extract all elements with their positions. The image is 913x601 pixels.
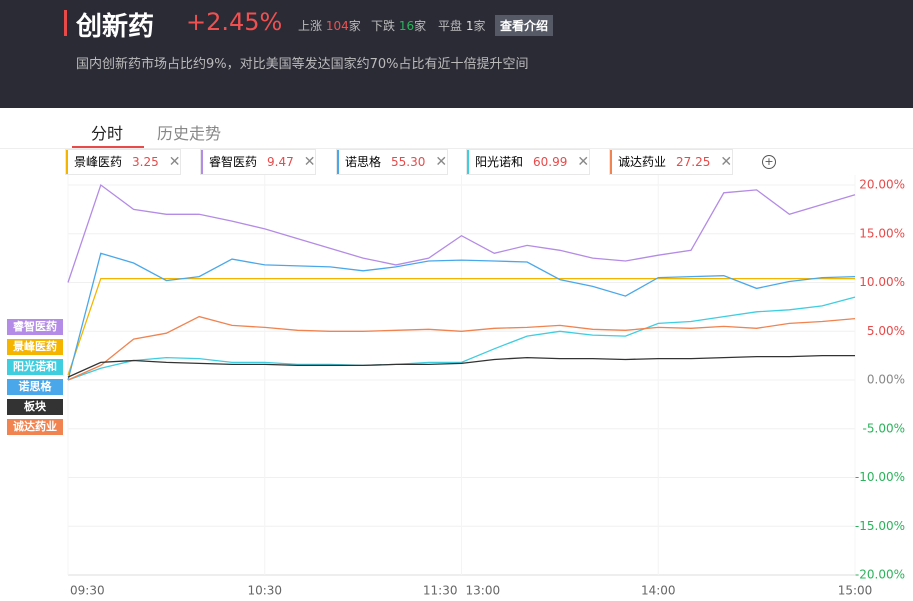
chip-price: 60.99: [533, 155, 568, 169]
series-line: [67, 354, 855, 378]
tab[interactable]: 分时: [91, 124, 124, 143]
chip-close: ✕: [720, 154, 733, 170]
y-tick-label: -5.00%: [863, 421, 905, 435]
legend-chip[interactable]: 阳光诺和 60.99 ✕: [467, 150, 590, 174]
unit: 家: [473, 19, 486, 33]
y-tick-label: 20.00%: [859, 178, 905, 192]
series-line: [67, 296, 856, 381]
series-line: [67, 315, 856, 381]
chip-close: ✕: [168, 154, 181, 170]
chip-close: ✕: [435, 154, 448, 170]
series-tag: 板块: [7, 399, 63, 415]
y-tick-label: 10.00%: [859, 275, 905, 289]
series-tag: 诺思格: [7, 379, 63, 395]
series-tag: 诚达药业: [7, 419, 63, 435]
count: 104: [325, 19, 349, 33]
x-tick-label: 09:30: [70, 584, 105, 598]
chip-price: 27.25: [676, 155, 711, 169]
chip-price: 3.25: [132, 155, 159, 169]
count: 1: [465, 19, 474, 33]
chip-name: 阳光诺和: [475, 155, 524, 169]
series-tag: 阳光诺和: [7, 359, 63, 375]
label: 上涨: [298, 19, 323, 33]
chip-name: 诺思格: [345, 155, 382, 169]
chip-name: 诚达药业: [618, 155, 667, 169]
change: +2.45%: [186, 8, 283, 36]
chip-name: 景峰医药: [74, 155, 123, 169]
header: 创新药 +2.45% 上涨 104家 下跌 16家 平盘 1家 查看介绍 国内创…: [0, 0, 913, 108]
unit: 家: [414, 19, 427, 33]
legend-chip[interactable]: 诺思格 55.30 ✕: [337, 150, 448, 174]
add-button[interactable]: +: [762, 155, 776, 169]
chip-price: 9.47: [267, 155, 294, 169]
label: 平盘: [438, 19, 463, 33]
unit: 家: [348, 19, 361, 33]
x-tick-label: 10:30: [247, 584, 282, 598]
y-tick-label: 5.00%: [867, 324, 905, 338]
series-tag: 睿智医药: [7, 319, 63, 335]
series-tag: 景峰医药: [7, 339, 63, 355]
y-tick-label: 15.00%: [859, 226, 905, 240]
subtitle: 国内创新药市场占比约9%，对比美国等发达国家约70%占比有近十倍提升空间: [76, 57, 529, 72]
divider: [0, 148, 913, 149]
count: 16: [398, 19, 415, 33]
x-tick-label: 13:00: [466, 584, 501, 598]
chip-name: 睿智医药: [209, 155, 258, 169]
stat-up: 上涨 104家: [298, 17, 361, 34]
tab[interactable]: 历史走势: [157, 124, 222, 143]
intro-button[interactable]: 查看介绍: [495, 15, 554, 36]
stat-flat: 平盘 1家: [438, 17, 486, 34]
x-tick-label: 14:00: [641, 584, 676, 598]
legend-chip[interactable]: 诚达药业 27.25 ✕: [610, 150, 733, 174]
label: 下跌: [371, 19, 396, 33]
series-line: [67, 183, 856, 283]
y-tick-label: 0.00%: [867, 373, 905, 387]
y-tick-label: -10.00%: [855, 470, 905, 484]
stat-down: 下跌 16家: [371, 17, 426, 34]
chip-close: ✕: [303, 154, 316, 170]
legend-chip[interactable]: 睿智医药 9.47 ✕: [201, 150, 316, 174]
title: 创新药: [76, 12, 155, 42]
series-line: [67, 277, 855, 376]
chip-price: 55.30: [391, 155, 426, 169]
x-tick-label: 15:00: [838, 584, 873, 598]
y-tick-label: -15.00%: [855, 519, 905, 533]
accent-bar: [64, 10, 67, 36]
series-line: [67, 252, 856, 381]
x-tick-label: 11:30: [423, 584, 458, 598]
tab-indicator: [72, 146, 144, 148]
chip-close: ✕: [577, 154, 590, 170]
y-tick-label: -20.00%: [855, 568, 905, 582]
legend-chip[interactable]: 景峰医药 3.25 ✕: [66, 150, 181, 174]
